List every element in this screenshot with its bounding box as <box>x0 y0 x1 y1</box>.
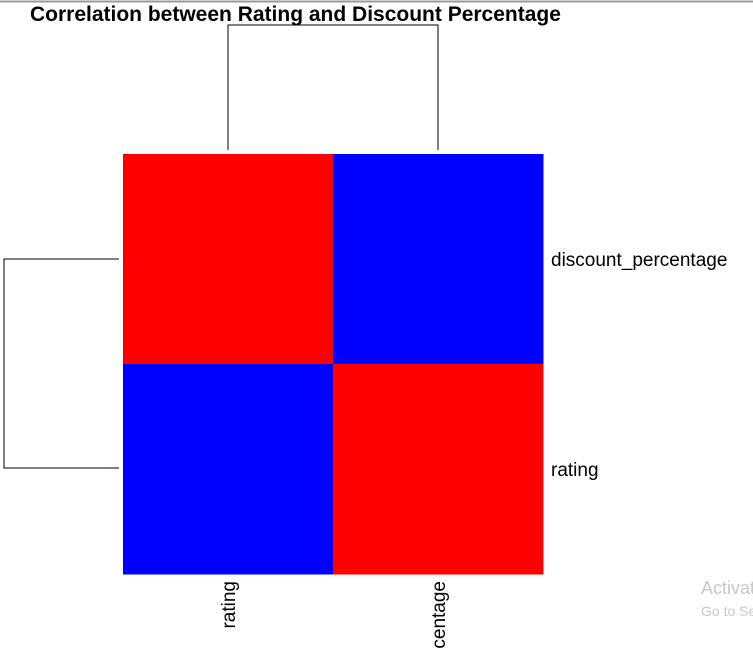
row-dendrogram <box>3 258 119 469</box>
dendrograms <box>3 24 439 469</box>
watermark-title: Activate Windows <box>701 578 753 598</box>
row-label: rating <box>551 460 599 481</box>
watermark-subtitle: Go to Settings <box>701 603 753 619</box>
column-label: discount_percentage <box>429 581 450 648</box>
column-label: rating <box>219 581 240 629</box>
heatmap-cell <box>333 154 544 365</box>
row-label: discount_percentage <box>551 250 727 271</box>
heatmap-cell <box>123 154 334 365</box>
chart-title: Correlation between Rating and Discount … <box>30 3 561 26</box>
heatmap-cell <box>123 364 334 575</box>
heatmap-cell <box>333 364 544 575</box>
column-dendrogram <box>227 24 439 150</box>
